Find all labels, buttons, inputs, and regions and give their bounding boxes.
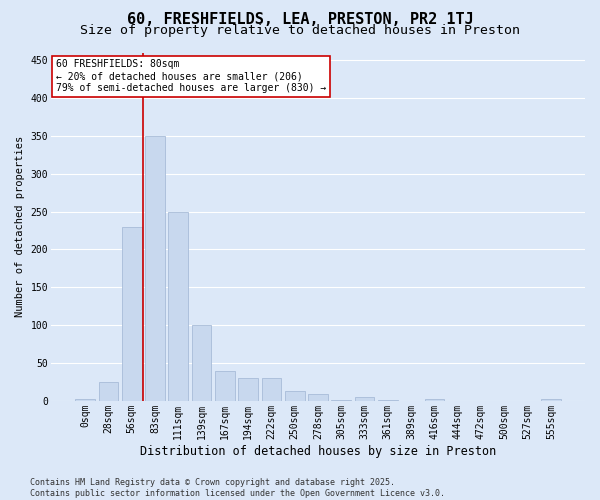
Bar [75,400,95,401]
Bar [541,400,561,401]
Text: Contains HM Land Registry data © Crown copyright and database right 2025.
Contai: Contains HM Land Registry data © Crown c… [30,478,445,498]
X-axis label: Distribution of detached houses by size in Preston: Distribution of detached houses by size … [140,444,496,458]
Bar [378,400,398,401]
Bar [285,391,305,401]
Bar [262,378,281,401]
Text: 60 FRESHFIELDS: 80sqm
← 20% of detached houses are smaller (206)
79% of semi-det: 60 FRESHFIELDS: 80sqm ← 20% of detached … [56,60,326,92]
Text: 60, FRESHFIELDS, LEA, PRESTON, PR2 1TJ: 60, FRESHFIELDS, LEA, PRESTON, PR2 1TJ [127,12,473,28]
Bar [98,382,118,401]
Bar [308,394,328,401]
Bar [425,400,445,401]
Bar [355,397,374,401]
Bar [169,212,188,401]
Bar [331,400,351,401]
Bar [215,370,235,401]
Y-axis label: Number of detached properties: Number of detached properties [15,136,25,318]
Bar [191,325,211,401]
Bar [145,136,165,401]
Bar [122,226,142,401]
Text: Size of property relative to detached houses in Preston: Size of property relative to detached ho… [80,24,520,37]
Bar [238,378,258,401]
